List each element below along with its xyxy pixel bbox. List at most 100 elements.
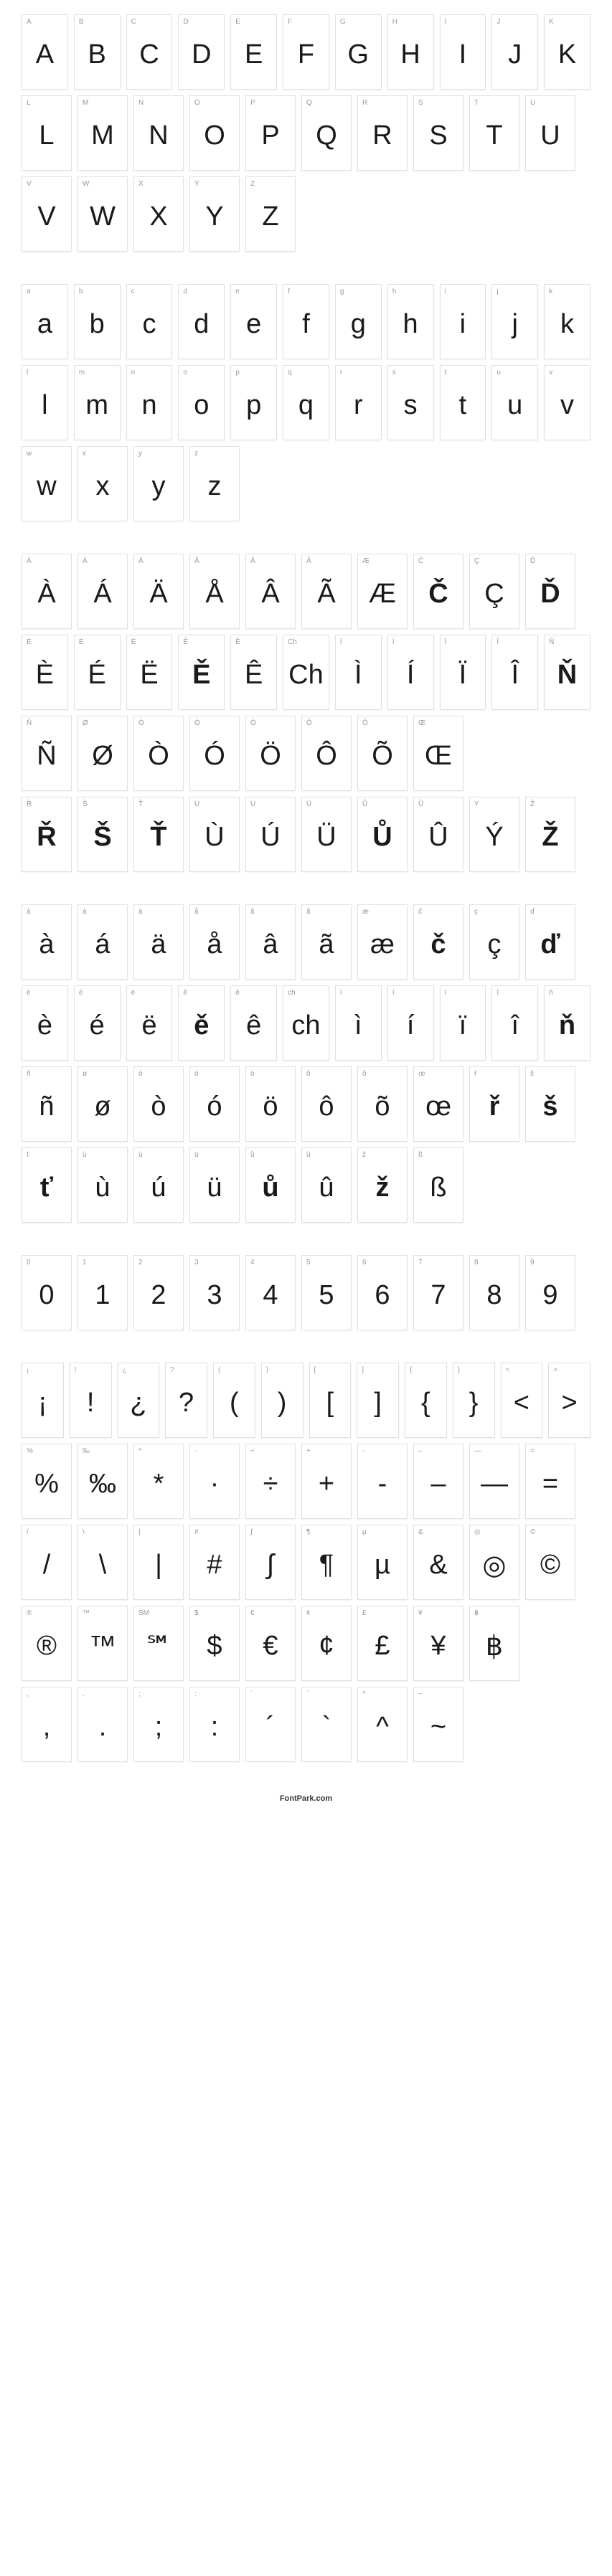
glyph-card: SS (413, 95, 463, 171)
glyph-card: GG (335, 14, 382, 90)
glyph-card: tt (440, 365, 486, 440)
glyph-char: F (283, 15, 329, 89)
glyph-label: m (79, 369, 85, 377)
glyph-char: Z (246, 177, 295, 251)
glyph-card: ŮŮ (357, 797, 408, 872)
glyph-char: È (22, 635, 67, 709)
glyph-card: ÃÃ (301, 554, 352, 629)
glyph-label: ã (306, 908, 311, 916)
glyph-card: 33 (189, 1255, 240, 1330)
glyph-char: Ů (358, 797, 407, 871)
glyph-char: O (190, 96, 239, 170)
glyph-card: ìì (335, 985, 382, 1061)
glyph-char: w (22, 447, 71, 521)
glyph-label: ∫ (250, 1528, 253, 1536)
glyph-card: ii (440, 284, 486, 359)
glyph-card: ŠŠ (77, 797, 128, 872)
glyph-card: $$ (189, 1606, 240, 1681)
glyph-char: 2 (134, 1256, 183, 1330)
glyph-card: åå (189, 904, 240, 980)
glyph-card: áá (77, 904, 128, 980)
glyph-char: Ď (526, 554, 575, 628)
glyph-card: == (525, 1444, 575, 1519)
glyph-char: s (388, 366, 433, 440)
glyph-char: ◎ (470, 1525, 519, 1599)
glyph-label: Â (250, 557, 255, 565)
glyph-card: ÖÖ (245, 716, 296, 791)
glyph-card: VV (22, 176, 72, 252)
glyph-label: # (194, 1528, 199, 1536)
glyph-card: ww (22, 446, 72, 521)
glyph-card: çç (469, 904, 519, 980)
glyph-card: QQ (301, 95, 352, 171)
glyph-card: ff (283, 284, 329, 359)
glyph-label: Ñ (27, 719, 32, 727)
glyph-char: ï (441, 986, 486, 1060)
font-character-map: AABBCCDDEEFFGGHHIIJJKKLLMMNNOOPPQQRRSSTT… (22, 14, 590, 1762)
glyph-card: bb (74, 284, 121, 359)
glyph-card: ÇÇ (469, 554, 519, 629)
glyph-card: ÕÕ (357, 716, 408, 791)
glyph-char: ch (283, 986, 329, 1060)
glyph-label: ฿ (474, 1609, 479, 1617)
glyph-char: è (22, 986, 67, 1060)
glyph-card: AA (22, 14, 68, 90)
glyph-char: ü (190, 1148, 239, 1222)
glyph-char: ? (166, 1363, 207, 1437)
glyph-card: óó (189, 1066, 240, 1142)
glyph-char: Ç (470, 554, 519, 628)
glyph-card: ¶¶ (301, 1525, 352, 1600)
glyph-label: K (549, 18, 554, 26)
glyph-label: < (506, 1366, 510, 1374)
glyph-row: VVWWXXYYZZ (22, 176, 590, 252)
glyph-label: $ (194, 1609, 199, 1617)
glyph-label: s (392, 369, 396, 377)
glyph-char: ™ (78, 1606, 127, 1680)
glyph-label: Ž (530, 800, 535, 808)
glyph-label: ë (131, 989, 136, 997)
glyph-char: Õ (358, 716, 407, 790)
glyph-card: ÁÁ (77, 554, 128, 629)
glyph-label: â (250, 908, 255, 916)
glyph-card: BB (74, 14, 121, 90)
glyph-card: ™™ (77, 1606, 128, 1681)
glyph-label: I (445, 18, 447, 26)
glyph-label: Å (194, 557, 199, 565)
glyph-char: ÷ (246, 1444, 295, 1518)
glyph-char: V (22, 177, 71, 251)
glyph-char: î (492, 986, 537, 1060)
glyph-label: B (79, 18, 84, 26)
glyph-label: Ä (138, 557, 143, 565)
glyph-label: ^ (362, 1690, 366, 1698)
glyph-char: Æ (358, 554, 407, 628)
glyph-label: ¢ (306, 1609, 311, 1617)
glyph-char: õ (358, 1067, 407, 1141)
glyph-label: Ë (131, 638, 136, 646)
glyph-card: yy (133, 446, 184, 521)
glyph-card: 66 (357, 1255, 408, 1330)
glyph-char: ê (231, 986, 276, 1060)
glyph-card: ÝÝ (469, 797, 519, 872)
glyph-char: Ä (134, 554, 183, 628)
glyph-char: 9 (526, 1256, 575, 1330)
glyph-label: ‰ (83, 1447, 90, 1455)
glyph-char: ň (545, 986, 590, 1060)
glyph-label: Ó (194, 719, 200, 727)
glyph-label: ü (194, 1151, 199, 1159)
glyph-label: Ò (138, 719, 144, 727)
glyph-label: F (288, 18, 292, 26)
glyph-card: 77 (413, 1255, 463, 1330)
glyph-label: ÷ (250, 1447, 255, 1455)
glyph-card: ØØ (77, 716, 128, 791)
glyph-char: v (545, 366, 590, 440)
glyph-card: ûû (301, 1147, 352, 1223)
glyph-char: . (78, 1687, 127, 1761)
glyph-card: ;; (133, 1687, 184, 1762)
glyph-card: uu (491, 365, 538, 440)
glyph-label: d (183, 288, 187, 295)
glyph-card: ĎĎ (525, 554, 575, 629)
glyph-card: ChCh (283, 635, 329, 710)
glyph-row: ññøøòòóóööôôõõœœřřšš (22, 1066, 590, 1142)
glyph-char: ] (357, 1363, 398, 1437)
glyph-label: Î (496, 638, 499, 646)
